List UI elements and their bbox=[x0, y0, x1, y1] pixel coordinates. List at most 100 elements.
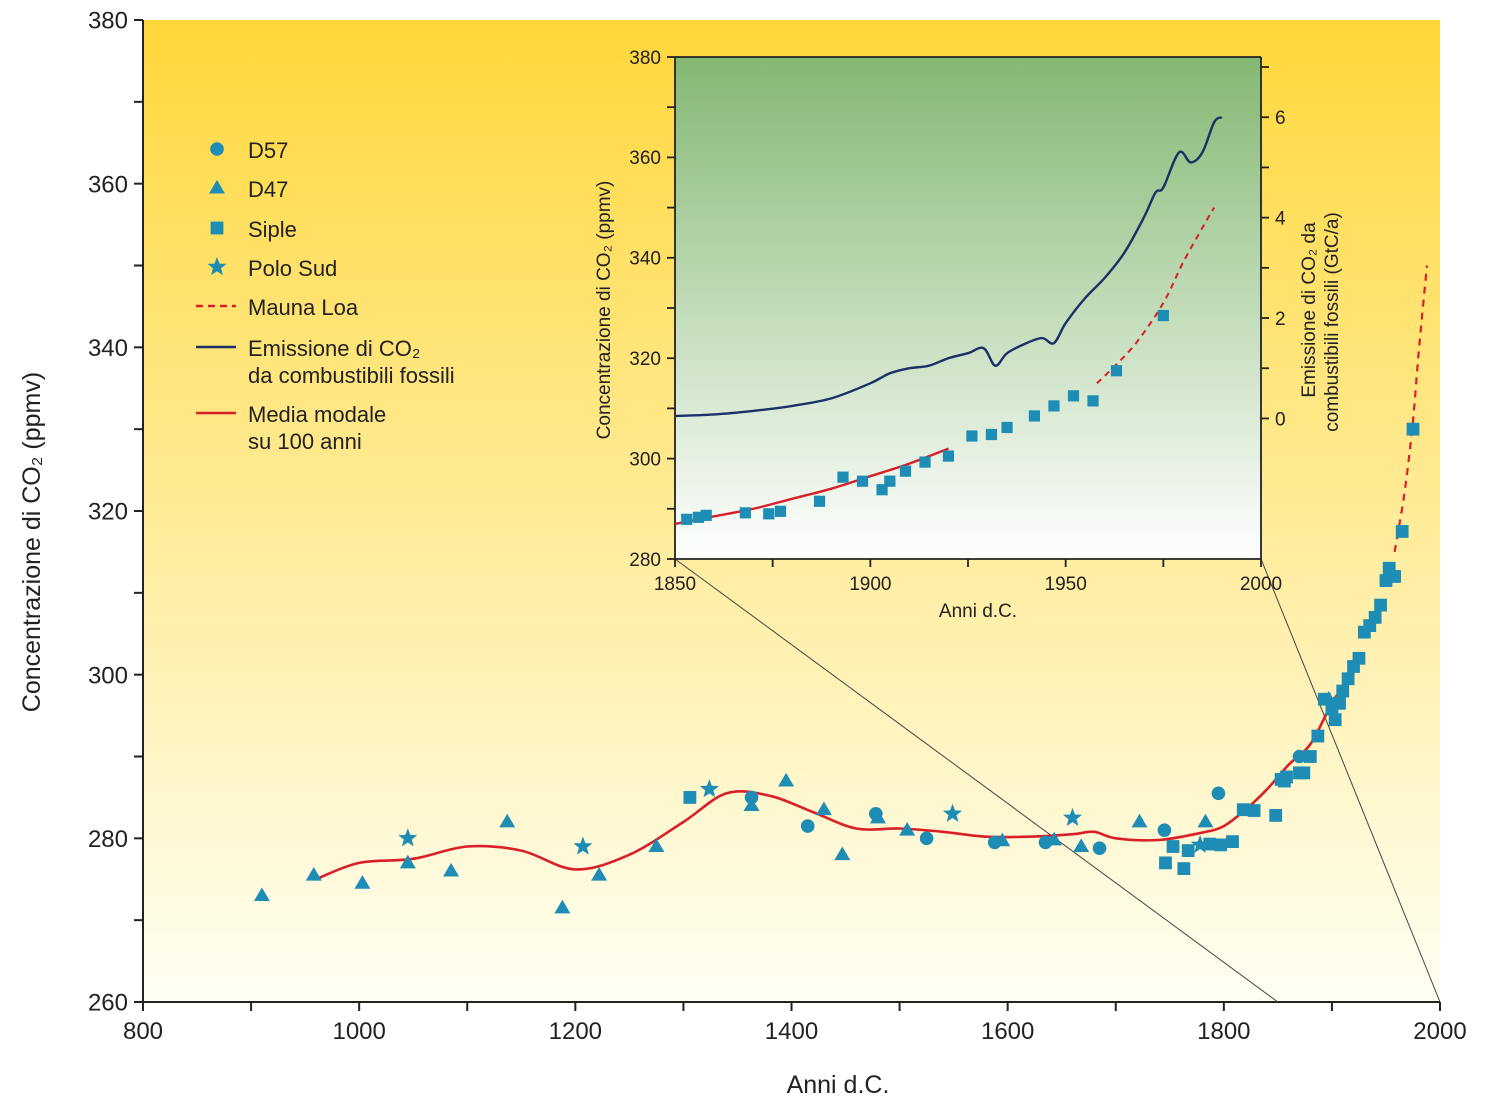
inset-siple-point bbox=[692, 511, 705, 523]
zoom-line-right bbox=[1260, 558, 1441, 1003]
main-x-tick-label: 1200 bbox=[549, 1018, 602, 1045]
legend-label: D47 bbox=[248, 177, 288, 202]
inset-siple-point bbox=[1087, 395, 1099, 407]
inset-axes: 280 300 320 340 360 380 1850 1900 1950 2000 0 2 4 6 bbox=[629, 48, 1286, 595]
inset-siple-point bbox=[1067, 390, 1080, 402]
main-d47-point bbox=[994, 832, 1011, 847]
inset-siple-point bbox=[899, 465, 912, 477]
main-siple-point bbox=[1311, 729, 1325, 743]
legend-item: Mauna Loa bbox=[196, 295, 359, 320]
legend-label: Polo Sud bbox=[248, 256, 337, 281]
inset-siple-point bbox=[739, 507, 751, 519]
main-siple-point bbox=[1226, 835, 1239, 849]
inset-right-axis-title-line1: Emissione di CO₂ da bbox=[1299, 222, 1320, 398]
legend-label-line2: su 100 anni bbox=[248, 429, 362, 454]
inset-x-tick-label: 1950 bbox=[1045, 574, 1087, 595]
triangle-icon bbox=[209, 179, 225, 194]
inset-x-tick-label: 1850 bbox=[654, 574, 696, 595]
main-siple-point bbox=[1181, 844, 1195, 858]
main-siple-point bbox=[1214, 838, 1227, 852]
square-icon bbox=[210, 221, 224, 235]
inset-modal-mean-line bbox=[674, 447, 949, 526]
main-siple-point bbox=[1247, 804, 1261, 817]
main-d47-point bbox=[554, 899, 571, 914]
inset-plot-background bbox=[675, 57, 1261, 559]
main-d47-point bbox=[1046, 831, 1063, 846]
legend-label: Siple bbox=[248, 217, 297, 242]
main-siple-point bbox=[1236, 803, 1250, 817]
main-siple-point bbox=[1303, 750, 1317, 763]
inset-siple-point bbox=[856, 475, 869, 487]
main-siple-point bbox=[1374, 598, 1387, 612]
inset-right-axis-title-line2: combustibili fossili (GtC/a) bbox=[1322, 212, 1343, 432]
inset-mauna-loa-line bbox=[1096, 207, 1215, 385]
main-d47-point bbox=[834, 846, 851, 861]
main-d57-point bbox=[1092, 841, 1107, 855]
main-x-tick-label: 800 bbox=[123, 1018, 163, 1045]
main-d57-point bbox=[919, 831, 934, 846]
main-d47-point bbox=[591, 866, 608, 881]
main-d47-point bbox=[869, 809, 886, 824]
inset-siple-point bbox=[1110, 365, 1123, 377]
main-d57-point bbox=[1157, 823, 1172, 837]
inset-right-tick-label: 2 bbox=[1275, 309, 1286, 330]
main-siple-point bbox=[1333, 696, 1346, 710]
main-polo-sud-point bbox=[398, 828, 418, 847]
main-mauna-loa-line bbox=[1393, 265, 1429, 553]
main-siple-point bbox=[1280, 770, 1293, 784]
inset-siple-point bbox=[919, 456, 931, 468]
inset-y-axis-title: Concentrazione di CO₂ (ppmv) bbox=[594, 181, 615, 440]
inset-siple-point bbox=[942, 450, 955, 462]
main-siple-point bbox=[1395, 525, 1409, 538]
main-siple-point bbox=[1336, 684, 1350, 698]
inset-chart-marks bbox=[674, 116, 1223, 526]
main-d47-point bbox=[354, 875, 371, 889]
inset-right-tick-label: 4 bbox=[1275, 208, 1286, 229]
main-d57-point bbox=[1038, 835, 1053, 850]
legend-label: D57 bbox=[248, 138, 288, 163]
main-chart-marks bbox=[253, 265, 1429, 914]
main-siple-point bbox=[683, 791, 697, 804]
main-d47-point bbox=[253, 887, 270, 902]
main-siple-point bbox=[1203, 837, 1217, 851]
main-siple-point bbox=[1317, 692, 1331, 706]
inset-x-tick-label: 1900 bbox=[849, 574, 891, 595]
circle-icon bbox=[210, 142, 224, 156]
inset-siple-point bbox=[966, 430, 978, 442]
main-d47-point bbox=[305, 866, 322, 881]
main-x-tick-label: 1600 bbox=[981, 1018, 1034, 1045]
main-siple-point bbox=[1177, 862, 1191, 876]
inset-y-tick-label: 360 bbox=[629, 148, 661, 169]
main-siple-point bbox=[1406, 422, 1420, 436]
inset-right-tick-label: 0 bbox=[1275, 409, 1286, 430]
main-y-tick-label: 340 bbox=[88, 335, 128, 362]
main-y-tick-label: 380 bbox=[88, 8, 128, 35]
legend-label: Emissione di CO₂ bbox=[248, 336, 420, 361]
legend-item: Siple bbox=[210, 217, 297, 242]
legend-item: D57 bbox=[210, 138, 288, 163]
zoom-lines bbox=[674, 558, 1441, 1003]
main-d57-point bbox=[800, 819, 815, 833]
main-y-tick-label: 260 bbox=[88, 990, 128, 1017]
main-d47-point bbox=[443, 862, 460, 877]
inset-y-tick-label: 280 bbox=[629, 550, 661, 571]
main-d47-point bbox=[1073, 838, 1090, 852]
main-siple-point bbox=[1269, 809, 1283, 822]
inset-siple-point bbox=[876, 484, 888, 496]
main-siple-point bbox=[1166, 840, 1180, 853]
main-siple-point bbox=[1341, 672, 1355, 686]
inset-y-tick-label: 320 bbox=[629, 349, 661, 370]
inset-x-axis-title: Anni d.C. bbox=[939, 601, 1017, 622]
main-polo-sud-point bbox=[573, 836, 593, 855]
main-siple-point bbox=[1297, 766, 1311, 780]
main-x-tick-label: 2000 bbox=[1413, 1018, 1466, 1045]
main-d47-point bbox=[399, 854, 416, 869]
inset-siple-point bbox=[1001, 421, 1013, 434]
main-x-tick-label: 1000 bbox=[332, 1018, 385, 1045]
main-d57-point bbox=[744, 790, 759, 805]
main-x-axis-title: Anni d.C. bbox=[787, 1071, 890, 1099]
main-siple-point bbox=[1368, 610, 1382, 624]
